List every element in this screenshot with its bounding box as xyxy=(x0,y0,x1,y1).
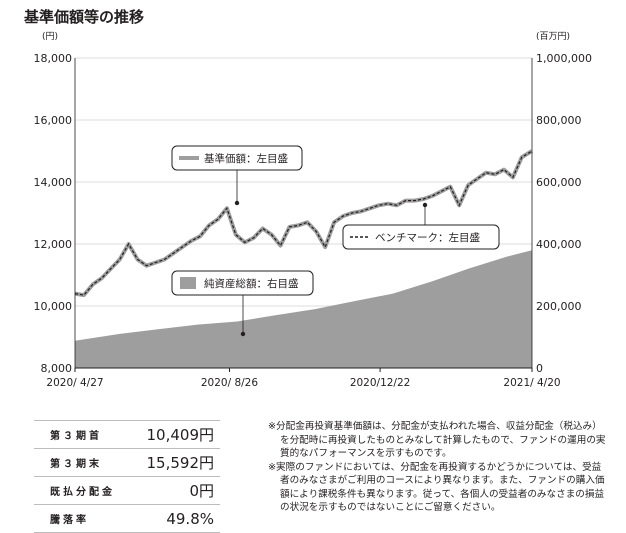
chart-axes: 8,000 0 10,000 200,000 12,000 400,000 14,000 60… xyxy=(34,31,592,389)
legend-label: 基準価額：左目盛 xyxy=(204,152,288,165)
x-tick-label: 2020/12/22 xyxy=(350,377,411,389)
legend-item: ベンチマーク：左目盛 xyxy=(342,224,500,250)
y-left-tick-label: 18,000 xyxy=(34,52,73,65)
stat-row: 第３期首 10,409円 xyxy=(34,420,220,449)
stat-row: 騰落率 49.8% xyxy=(34,504,220,533)
chart-grid xyxy=(75,57,532,307)
legend-leader-dot xyxy=(422,202,428,208)
x-tick-label: 2020/ 8/26 xyxy=(201,377,258,389)
footnotes: ※分配金再投資基準価額は、分配金が支払われた場合、収益分配金（税込み）を分配時に… xyxy=(268,420,608,515)
legend-item: 基準価額：左目盛 xyxy=(171,145,303,171)
y-left-tick-label: 10,000 xyxy=(34,300,73,313)
legend-box xyxy=(171,145,303,171)
legend-leaders xyxy=(234,170,428,337)
stat-value: 15,592円 xyxy=(131,448,220,477)
y-right-tick-label: 0 xyxy=(536,362,543,375)
legend-swatch-net-assets xyxy=(180,277,196,289)
stat-row: 既払分配金 0円 xyxy=(34,476,220,505)
y-right-unit: (百万円) xyxy=(536,31,570,42)
stat-value: 0円 xyxy=(131,476,220,505)
nav-chart: 8,000 0 10,000 200,000 12,000 400,000 14,000 60… xyxy=(34,31,592,389)
y-left-tick-label: 8,000 xyxy=(41,362,73,375)
legend-leader-dot xyxy=(240,331,246,337)
legend-label: 純資産総額：右目盛 xyxy=(204,277,299,290)
y-left-tick-label: 14,000 xyxy=(34,176,73,189)
y-right-tick-label: 600,000 xyxy=(536,176,582,189)
stat-label: 第３期首 xyxy=(34,420,132,449)
x-tick-label: 2021/ 4/20 xyxy=(503,377,560,389)
stat-label: 騰落率 xyxy=(34,504,132,533)
y-left-tick-label: 12,000 xyxy=(34,238,73,251)
y-right-tick-label: 1,000,000 xyxy=(536,52,592,65)
stat-value: 10,409円 xyxy=(131,420,220,449)
stat-label: 既払分配金 xyxy=(34,476,132,505)
y-right-tick-label: 800,000 xyxy=(536,114,582,127)
net-assets-area xyxy=(75,250,532,368)
price-lines xyxy=(74,149,534,298)
legend-box xyxy=(171,270,314,296)
stat-label: 第３期末 xyxy=(34,448,132,477)
y-right-tick-label: 200,000 xyxy=(536,300,582,313)
period-stats: 第３期首 10,409円 第３期末 15,592円 既払分配金 0円 騰落率 49.8% xyxy=(34,420,220,533)
page-title: 基準価額等の推移 xyxy=(24,8,145,26)
stat-value: 49.8% xyxy=(131,504,220,533)
series-area-net-assets xyxy=(75,250,532,368)
legend-box xyxy=(342,224,500,250)
x-tick-label: 2020/ 4/27 xyxy=(46,377,103,389)
footnote-1: ※分配金再投資基準価額は、分配金が支払われた場合、収益分配金（税込み）を分配時に… xyxy=(268,421,606,459)
y-right-tick-label: 400,000 xyxy=(536,238,582,251)
y-left-unit: (円) xyxy=(42,31,58,42)
stat-row: 第３期末 15,592円 xyxy=(34,448,220,477)
legend-item: 純資産総額：右目盛 xyxy=(171,270,314,296)
legend-leader-dot xyxy=(234,200,240,206)
footnote-2: ※実際のファンドにおいては、分配金を再投資するかどうかについては、受益者のみなさ… xyxy=(268,461,605,514)
y-left-tick-label: 16,000 xyxy=(34,114,73,127)
legend-label: ベンチマーク：左目盛 xyxy=(375,231,480,244)
series-line-benchmark xyxy=(74,150,533,296)
